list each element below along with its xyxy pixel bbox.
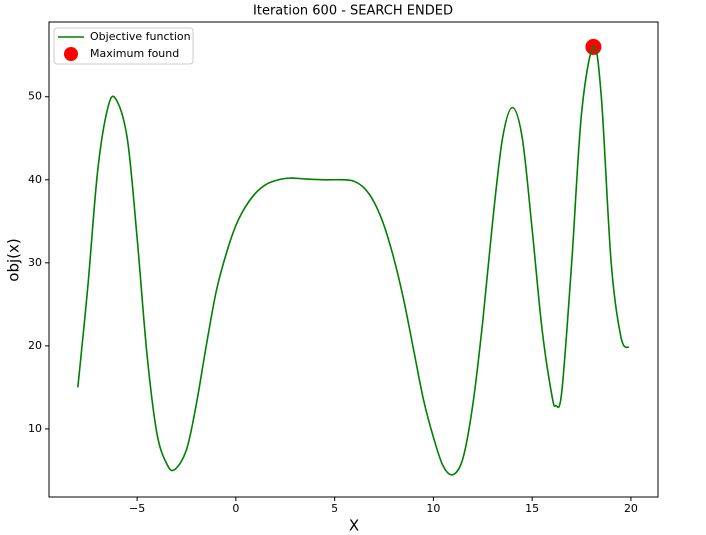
y-axis-label: obj(x) [5,238,23,281]
legend-label: Objective function [90,30,191,43]
x-tick-label: 0 [232,502,239,515]
x-axis-label: X [349,517,359,535]
x-tick-label: 10 [426,502,440,515]
x-tick-label: 15 [525,502,539,515]
y-tick-label: 20 [28,339,42,352]
legend-label: Maximum found [90,47,179,60]
y-tick-label: 40 [28,173,42,186]
chart-title: Iteration 600 - SEARCH ENDED [253,4,453,19]
objective-line [77,45,630,476]
y-tick-label: 30 [28,256,42,269]
legend-swatch [64,47,78,61]
x-tick-label: 20 [624,502,638,515]
x-tick-label: 5 [331,502,338,515]
y-tick-label: 10 [28,422,42,435]
y-tick-label: 50 [28,90,42,103]
legend-box [53,27,194,65]
plot-frame [48,21,659,498]
x-tick-label: −5 [129,502,145,515]
